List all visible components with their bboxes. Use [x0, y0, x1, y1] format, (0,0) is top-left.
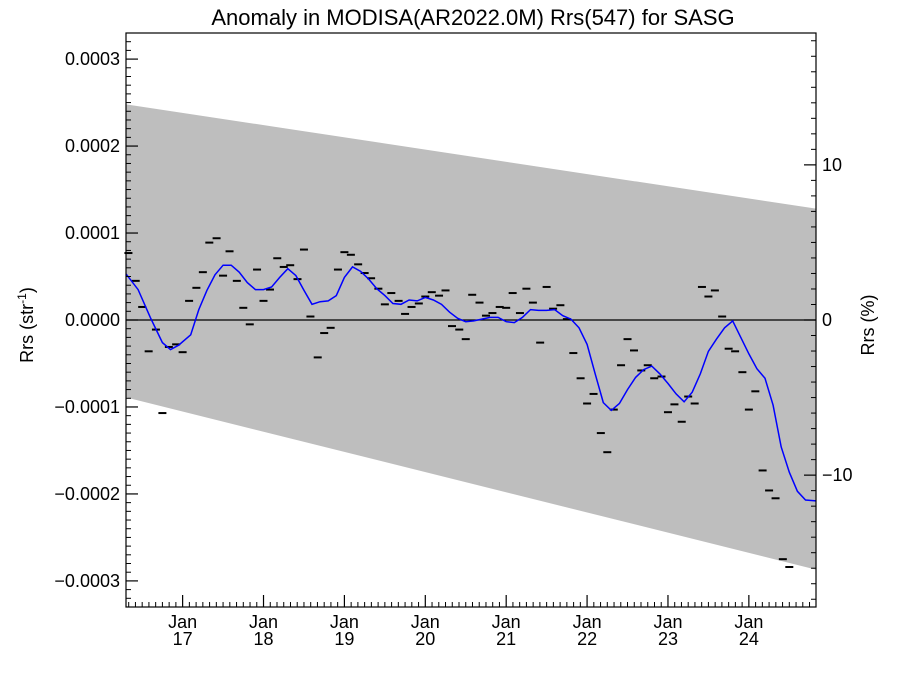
x-tick-month-label: Jan — [653, 612, 682, 632]
x-tick-year-label: 20 — [415, 629, 435, 649]
smoothed-anomaly-line — [125, 264, 817, 502]
chart-title: Anomaly in MODISA(AR2022.0M) Rrs(547) fo… — [211, 5, 734, 30]
left-y-axis: 0.0003 0.0002 0.0001 0.0000 −0.0001 −0.0002 −0… — [54, 32, 138, 608]
x-tick-year-label: 23 — [658, 629, 678, 649]
x-tick-year-label: 18 — [253, 629, 273, 649]
y-axis-label-superscript: -1 — [15, 293, 29, 304]
x-tick-year-label: 24 — [739, 629, 759, 649]
right-y-axis: 10 0 −10 — [804, 40, 853, 600]
x-tick-month-label: Jan — [573, 612, 602, 632]
y-tick-label: −0.0003 — [54, 571, 120, 591]
x-tick-month-label: Jan — [411, 612, 440, 632]
y-tick-label: −0.0002 — [54, 484, 120, 504]
band-area — [126, 104, 816, 570]
x-tick-month-label: Jan — [168, 612, 197, 632]
x-tick-year-label: 19 — [334, 629, 354, 649]
y-axis-label-text: Rrs (str — [17, 304, 37, 363]
y-axis-label: Rrs (str-1) — [15, 287, 37, 363]
monthly-anomaly-points — [124, 237, 794, 568]
x-tick-month-label: Jan — [492, 612, 521, 632]
x-tick-year-label: 21 — [496, 629, 516, 649]
y-tick-label: 0.0001 — [65, 223, 120, 243]
x-tick-month-label: Jan — [249, 612, 278, 632]
y2-tick-label: 10 — [822, 155, 842, 175]
y-tick-label: 0.0003 — [65, 49, 120, 69]
y-tick-label: −0.0001 — [54, 397, 120, 417]
x-tick-year-label: 17 — [173, 629, 193, 649]
x-tick-month-label: Jan — [734, 612, 763, 632]
y-tick-label: 0.0000 — [65, 310, 120, 330]
uncertainty-band — [126, 104, 816, 570]
y2-tick-label: −10 — [822, 465, 853, 485]
y2-axis-label: Rrs (%) — [858, 295, 878, 356]
x-tick-year-label: 22 — [577, 629, 597, 649]
y2-tick-label: 0 — [822, 310, 832, 330]
x-tick-month-label: Jan — [330, 612, 359, 632]
y-tick-label: 0.0002 — [65, 136, 120, 156]
y-axis-label-close: ) — [17, 287, 37, 293]
